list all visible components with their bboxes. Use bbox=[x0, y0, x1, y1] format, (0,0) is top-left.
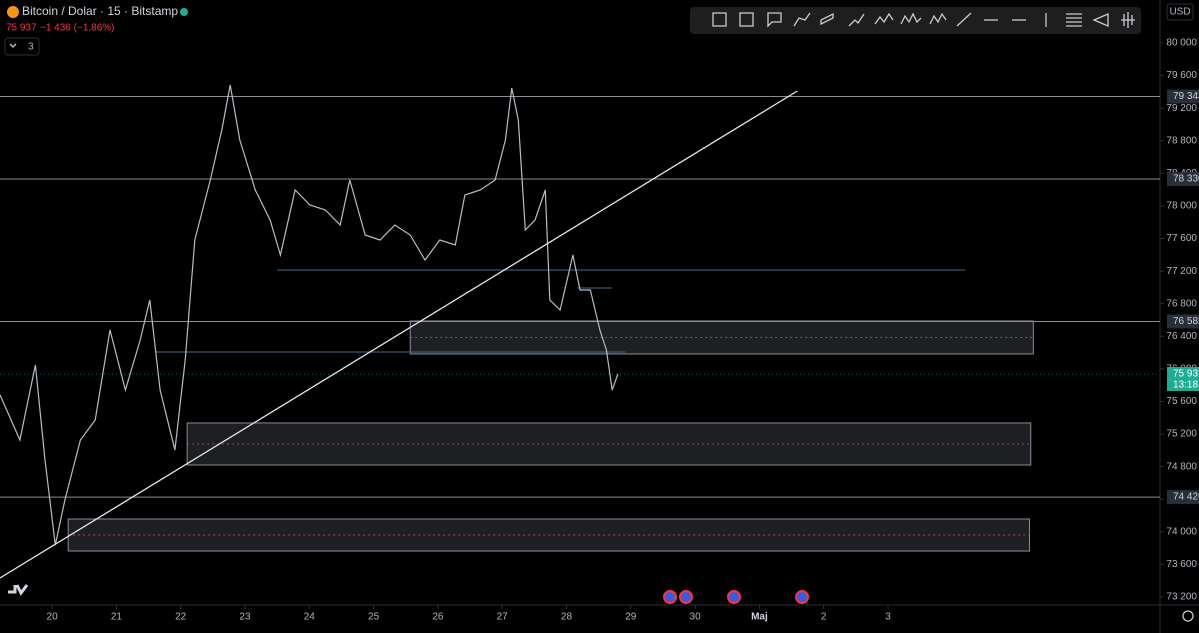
x-tick-label: 27 bbox=[497, 612, 509, 623]
event-icon[interactable] bbox=[679, 590, 693, 604]
level-label-box bbox=[1167, 172, 1199, 187]
x-tick-label: 21 bbox=[111, 612, 123, 623]
settings-icon[interactable] bbox=[1182, 610, 1194, 622]
x-tick-label: Maj bbox=[751, 612, 768, 623]
level-label-box bbox=[1167, 314, 1199, 329]
y-tick-label: 79 200 bbox=[1166, 103, 1197, 114]
indicator-toggle[interactable] bbox=[4, 37, 40, 56]
x-tick-label: 30 bbox=[690, 612, 702, 623]
x-tick-label: 26 bbox=[432, 612, 444, 623]
last-price-box bbox=[1167, 366, 1199, 391]
toolbar-icons bbox=[712, 12, 1135, 28]
y-tick-label: 75 200 bbox=[1166, 429, 1197, 440]
level-label: 78 330 bbox=[1173, 174, 1199, 185]
tool-volume[interactable] bbox=[1121, 12, 1135, 28]
y-tick-label: 79 600 bbox=[1166, 70, 1197, 81]
x-tick-label: 20 bbox=[47, 612, 59, 623]
x-tick-label: 28 bbox=[561, 612, 573, 623]
currency: USD bbox=[1169, 7, 1190, 18]
tool-xabcd[interactable] bbox=[874, 12, 894, 25]
currency-box bbox=[1166, 3, 1194, 21]
event-icon[interactable] bbox=[663, 590, 677, 604]
level-label-box bbox=[1167, 89, 1199, 104]
tool-rect[interactable] bbox=[712, 12, 727, 27]
level-label: 74 426 bbox=[1173, 492, 1199, 503]
event-icon[interactable] bbox=[727, 590, 741, 604]
countdown: 13:18 bbox=[1173, 380, 1198, 391]
symbol: Bitcoin / Dolar · 15 · Bitstamp bbox=[22, 4, 178, 18]
tool-fib[interactable] bbox=[1066, 13, 1082, 27]
y-tick-label: 76 400 bbox=[1166, 331, 1197, 342]
drawing-toolbar bbox=[690, 7, 1141, 34]
chevron bbox=[9, 43, 17, 48]
trendline bbox=[0, 90, 798, 579]
last-price-label: 75 937 bbox=[1173, 369, 1199, 380]
tool-elliott[interactable] bbox=[900, 12, 922, 25]
y-tick-label: 76 800 bbox=[1166, 298, 1197, 309]
level-label-box bbox=[1167, 490, 1199, 505]
tool-path[interactable] bbox=[793, 12, 811, 27]
tool-channel[interactable] bbox=[820, 12, 834, 26]
tool-trendline[interactable] bbox=[956, 12, 972, 27]
y-tick-label: 74 000 bbox=[1166, 526, 1197, 537]
tool-box[interactable] bbox=[739, 12, 754, 27]
event-icon[interactable] bbox=[795, 590, 809, 604]
level-label: 79 343 bbox=[1173, 91, 1199, 102]
status-dot bbox=[180, 8, 188, 16]
x-tick-label: 2 bbox=[821, 612, 827, 623]
y-tick-label: 77 600 bbox=[1166, 233, 1197, 244]
change: −1 436 (−1,86%) bbox=[40, 23, 115, 34]
x-tick-label: 3 bbox=[885, 612, 891, 623]
x-tick-label: 22 bbox=[175, 612, 187, 623]
price-line bbox=[0, 84, 619, 546]
tool-callout[interactable] bbox=[767, 12, 782, 28]
indicator-count: 3 bbox=[28, 42, 34, 53]
events bbox=[663, 590, 809, 604]
tool-pattern[interactable] bbox=[848, 13, 865, 27]
level-label: 76 582 bbox=[1173, 316, 1199, 327]
y-tick-label: 73 200 bbox=[1166, 592, 1197, 603]
y-tick-label: 78 800 bbox=[1166, 135, 1197, 146]
y-tick-label: 78 000 bbox=[1166, 201, 1197, 212]
tool-projection[interactable] bbox=[1092, 13, 1109, 27]
tool-abcd[interactable] bbox=[929, 12, 947, 25]
price: 75 937 bbox=[6, 23, 37, 34]
x-tick-label: 24 bbox=[304, 612, 316, 623]
logo bbox=[8, 584, 29, 596]
y-tick-label: 77 200 bbox=[1166, 266, 1197, 277]
x-tick-label: 23 bbox=[239, 612, 251, 623]
y-tick-label: 74 800 bbox=[1166, 461, 1197, 472]
y-tick-label: 73 600 bbox=[1166, 559, 1197, 570]
x-tick-label: 25 bbox=[368, 612, 380, 623]
plot-area bbox=[0, 84, 1160, 579]
y-tick-label: 75 600 bbox=[1166, 396, 1197, 407]
y-tick-label: 80 000 bbox=[1166, 38, 1197, 49]
x-tick-label: 29 bbox=[625, 612, 637, 623]
coin-icon bbox=[7, 6, 19, 18]
